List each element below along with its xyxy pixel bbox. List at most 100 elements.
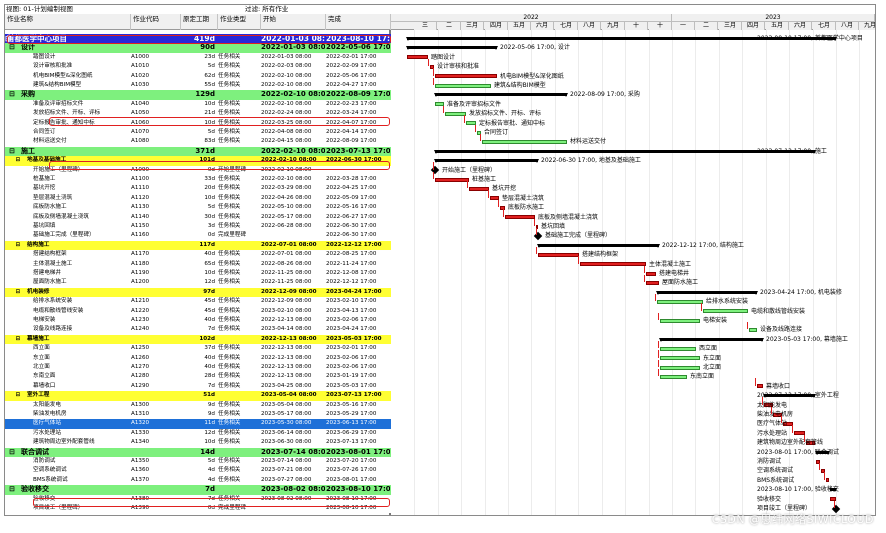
summary-bar[interactable]: [406, 37, 837, 41]
collapse-toggle-icon[interactable]: ⊟: [9, 90, 15, 99]
task-bar[interactable]: [660, 346, 696, 351]
activity-row[interactable]: 踏图设计 A1000 23d 任务相关 2022-01-03 08:00 2022-02-…: [5, 52, 391, 63]
activity-row[interactable]: 搭建结构框架 A1170 40d 任务相关 2022-07-01 08:00 2022-0…: [5, 250, 391, 260]
activity-row[interactable]: 东南立面 A1280 28d 任务相关 2022-12-13 08:00 2023-01-…: [5, 372, 391, 382]
wbs-row[interactable]: 施工 371d 2022-02-10 08:00 2023-07-13 17:00 ⊟: [5, 146, 391, 157]
activity-row[interactable]: 电梯安装 A1230 40d 任务相关 2022-12-13 08:00 2023-02-…: [5, 316, 391, 326]
activity-row[interactable]: 空调系统调试 A1360 4d 任务相关 2023-07-21 08:00 2023-07…: [5, 466, 391, 476]
critical-task-bar[interactable]: [826, 478, 829, 483]
critical-task-bar[interactable]: [407, 55, 428, 60]
critical-task-bar[interactable]: [538, 252, 579, 257]
wbs-row[interactable]: 联合调试 14d 2023-07-14 08:00 2023-08-01 17:00 ⊟: [5, 447, 391, 457]
activity-row[interactable]: 建筑&结构BIM模型 A1030 55d 任务相关 2022-02-10 08:00 20…: [5, 81, 391, 91]
collapse-toggle-icon[interactable]: ⊟: [15, 241, 21, 248]
critical-task-bar[interactable]: [469, 186, 489, 191]
critical-task-bar[interactable]: [536, 224, 538, 229]
summary-bar[interactable]: [434, 93, 568, 98]
activity-row[interactable]: 基坑开挖 A1110 20d 任务相关 2022-03-29 08:00 2022-04-…: [5, 184, 391, 194]
collapse-toggle-icon[interactable]: ⊟: [9, 146, 15, 155]
activity-row[interactable]: 发放招标文件、开标、评标 A1050 21d 任务相关 2022-02-24 08:00…: [5, 109, 391, 119]
wbs-row[interactable]: 机电装修 97d 2022-12-09 08:00 2023-04-24 17:00 ⊟: [5, 287, 391, 298]
collapse-toggle-icon[interactable]: ⊟: [15, 288, 21, 295]
wbs-row[interactable]: 结构施工 117d 2022-07-01 08:00 2022-12-12 17:00…: [5, 240, 391, 251]
critical-task-bar[interactable]: [773, 412, 782, 417]
activity-row[interactable]: 电缆和散线管线安装 A1220 45d 任务相关 2023-02-10 08:00 202…: [5, 306, 391, 316]
activity-row[interactable]: 太阳能发电 A1300 9d 任务相关 2023-05-04 08:00 2023-05-…: [5, 400, 391, 410]
activity-row[interactable]: 消防调试 A1350 5d 任务相关 2023-07-14 08:00 2023-07-2…: [5, 457, 391, 467]
activity-row[interactable]: 垫层混凝土浇筑 A1120 10d 任务相关 2022-04-26 08:00 2022-…: [5, 193, 391, 204]
filter-label[interactable]: 过滤: 所有作业: [245, 5, 289, 13]
activity-row[interactable]: 搭建电梯井 A1190 10d 任务相关 2022-11-25 08:00 2022-12…: [5, 269, 391, 279]
summary-bar[interactable]: [434, 149, 816, 154]
task-bar[interactable]: [660, 374, 687, 379]
wbs-row[interactable]: 地基及基础施工 101d 2022-02-10 08:00 2022-06-30 17…: [5, 156, 391, 166]
summary-bar[interactable]: [763, 394, 816, 399]
critical-task-bar[interactable]: [794, 431, 805, 436]
wbs-row[interactable]: 幕墙施工 102d 2022-12-13 08:00 2023-05-03 17:00…: [5, 334, 391, 345]
activity-row[interactable]: 基础施工完成（里程碑） A1160 0d 完成里程碑 2022-06-30 17:00: [5, 231, 391, 241]
activity-row[interactable]: 桩基施工 A1100 33d 任务相关 2022-02-10 08:00 2022-03-…: [5, 175, 391, 185]
col-header-start[interactable]: 开始: [261, 14, 326, 30]
critical-task-bar[interactable]: [500, 205, 505, 210]
critical-task-bar[interactable]: [764, 403, 773, 408]
summary-bar[interactable]: [434, 159, 539, 164]
activity-row[interactable]: 设备及线路连接 A1240 7d 任务相关 2023-04-14 08:00 2023-0…: [5, 325, 391, 335]
task-bar[interactable]: [657, 299, 703, 304]
view-title[interactable]: 视图: 01-计划编制视图: [6, 5, 73, 13]
critical-task-bar[interactable]: [646, 271, 656, 276]
activity-row[interactable]: 准备及评审招标文件 A1040 10d 任务相关 2022-02-10 08:00 202…: [5, 99, 391, 110]
summary-bar[interactable]: [656, 290, 758, 295]
wbs-row[interactable]: 验收移交 7d 2023-08-02 08:00 2023-08-10 17:00 ⊟: [5, 485, 391, 495]
task-bar[interactable]: [435, 102, 444, 107]
activity-row[interactable]: 材料运送交付 A1080 83d 任务相关 2022-04-15 08:00 2022-0…: [5, 137, 391, 147]
activity-row[interactable]: 医疗气体站 A1320 11d 任务相关 2023-05-30 08:00 2023-06…: [5, 419, 391, 429]
wbs-row[interactable]: 室外工程 51d 2023-05-04 08:00 2023-07-13 17:00 ⊟: [5, 391, 391, 401]
wbs-row[interactable]: 设计 90d 2022-01-03 08:00 2022-05-06 17:00 ⊟: [5, 43, 391, 53]
activity-row[interactable]: 基坑回填 A1150 3d 任务相关 2022-06-28 08:00 2022-06-3…: [5, 222, 391, 232]
col-header-type[interactable]: 作业类型: [218, 14, 261, 30]
activity-row[interactable]: 屋面防水施工 A1200 12d 任务相关 2022-11-25 08:00 2022-1…: [5, 278, 391, 288]
collapse-toggle-icon[interactable]: ⊟: [15, 157, 21, 164]
critical-task-bar[interactable]: [646, 280, 659, 285]
activity-row[interactable]: 定标报告审批、通知中标 A1060 10d 任务相关 2022-03-25 08:00 2…: [5, 118, 391, 128]
activity-row[interactable]: 西立面 A1250 37d 任务相关 2022-12-13 08:00 2023-02-0…: [5, 344, 391, 354]
task-bar[interactable]: [445, 111, 466, 116]
col-header-name[interactable]: 作业名称: [5, 14, 131, 30]
task-bar[interactable]: [660, 318, 700, 323]
activity-row[interactable]: 给排水系统安装 A1210 45d 任务相关 2022-12-09 08:00 2023-…: [5, 297, 391, 307]
timescale-header[interactable]: 2022 2023 三二三月 四月 五月 六月 七月 八月 九月十十一二三月 四月 五月 六月 七月 八月…: [391, 14, 875, 30]
task-bar[interactable]: [435, 83, 491, 88]
critical-task-bar[interactable]: [821, 468, 825, 473]
task-bar[interactable]: [660, 365, 700, 370]
critical-task-bar[interactable]: [816, 459, 820, 464]
activity-row[interactable]: BMS系统调试 A1370 4d 任务相关 2023-07-27 08:00 2023-0…: [5, 475, 391, 486]
col-header-code[interactable]: 作业代码: [131, 14, 181, 30]
activity-row[interactable]: 设计审核和批准 A1010 5d 任务相关 2022-02-03 08:00 2022-0…: [5, 62, 391, 72]
collapse-toggle-icon[interactable]: ⊟: [15, 392, 21, 399]
activity-row[interactable]: 底板及侧墙混凝土浇筑 A1140 30d 任务相关 2022-05-17 08:00 20…: [5, 212, 391, 222]
summary-bar[interactable]: [829, 488, 837, 493]
collapse-toggle-icon[interactable]: ⊟: [9, 43, 15, 52]
critical-task-bar[interactable]: [806, 440, 815, 445]
col-header-duration[interactable]: 原定工期: [181, 14, 218, 30]
activity-row[interactable]: 北立面 A1270 40d 任务相关 2022-12-13 08:00 2023-02-0…: [5, 363, 391, 373]
activity-row[interactable]: 底板防水施工 A1130 5d 任务相关 2022-05-10 08:00 2022-05…: [5, 203, 391, 213]
activity-row[interactable]: 东立面 A1260 40d 任务相关 2022-12-13 08:00 2023-02-0…: [5, 353, 391, 363]
collapse-toggle-icon[interactable]: ⊟: [15, 335, 21, 342]
critical-task-bar[interactable]: [505, 215, 535, 220]
task-bar[interactable]: [660, 356, 700, 361]
critical-task-bar[interactable]: [435, 177, 469, 182]
summary-bar[interactable]: [659, 337, 764, 342]
activity-row[interactable]: 合同签订 A1070 5d 任务相关 2022-04-08 08:00 2022-04-1…: [5, 128, 391, 138]
critical-task-bar[interactable]: [830, 497, 836, 502]
activity-row[interactable]: 机电BIM模型&深化图纸 A1020 62d 任务相关 2022-02-10 08:00…: [5, 71, 391, 81]
summary-bar[interactable]: [537, 243, 660, 248]
activity-row[interactable]: 柴油发电机房 A1310 9d 任务相关 2023-05-17 08:00 2023-05…: [5, 410, 391, 420]
summary-bar[interactable]: [406, 46, 498, 51]
activity-row[interactable]: 污水处理站 A1330 12d 任务相关 2023-06-14 08:00 2023-06…: [5, 428, 391, 439]
critical-task-bar[interactable]: [783, 421, 793, 426]
activity-row[interactable]: 幕墙收口 A1290 7d 任务相关 2023-04-25 08:00 2023-05-0…: [5, 381, 391, 392]
critical-task-bar[interactable]: [490, 196, 499, 201]
task-bar[interactable]: [749, 327, 757, 332]
